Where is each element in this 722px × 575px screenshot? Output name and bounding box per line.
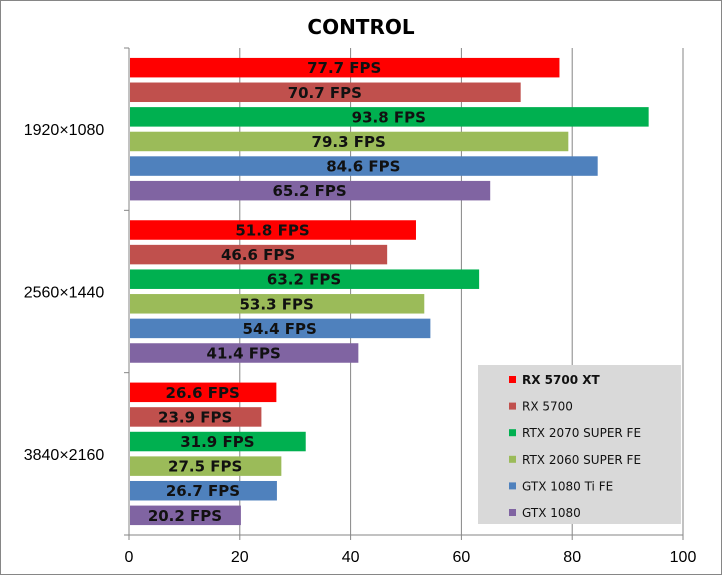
bar (130, 57, 560, 78)
data-label: 54.4 FPS (243, 320, 317, 338)
legend-swatch (509, 455, 516, 463)
category-label: 1920×1080 (24, 122, 105, 139)
x-tick-label: 20 (231, 549, 249, 566)
bar (130, 456, 282, 476)
bar (130, 343, 359, 363)
legend-swatch (509, 509, 516, 516)
bar (130, 156, 598, 176)
data-label: 20.2 FPS (148, 507, 222, 525)
data-label: 77.7 FPS (307, 59, 381, 77)
x-tick-label: 40 (342, 549, 360, 566)
bar (130, 382, 277, 403)
chart-title: CONTROL (307, 15, 414, 39)
bar (130, 294, 425, 314)
bar (130, 220, 416, 240)
x-tick-label: 60 (453, 549, 471, 566)
data-label: 65.2 FPS (272, 182, 346, 200)
x-tick-label: 80 (563, 549, 581, 566)
legend (478, 365, 681, 524)
bar (130, 180, 491, 201)
data-label: 63.2 FPS (267, 271, 341, 289)
bar (130, 107, 649, 127)
data-label: 84.6 FPS (326, 158, 400, 176)
category-label: 2560×1440 (24, 285, 105, 302)
legend-swatch (509, 376, 516, 383)
data-label: 79.3 FPS (312, 133, 386, 151)
legend-swatch (509, 429, 516, 437)
bar (130, 505, 241, 526)
bar (130, 82, 521, 103)
bar (130, 318, 431, 339)
bar (130, 431, 306, 452)
data-label: 31.9 FPS (180, 433, 254, 451)
bar (130, 269, 480, 289)
legend-label: RX 5700 (522, 400, 573, 414)
data-label: 26.6 FPS (166, 384, 240, 402)
bar (130, 244, 388, 265)
x-tick-label: 100 (670, 549, 697, 566)
legend-swatch (509, 402, 516, 410)
category-label: 3840×2160 (24, 447, 105, 464)
x-tick-label: 0 (125, 549, 134, 566)
data-label: 93.8 FPS (352, 108, 426, 126)
legend-label: RX 5700 XT (522, 373, 600, 387)
data-label: 70.7 FPS (288, 84, 362, 102)
data-label: 41.4 FPS (207, 345, 281, 363)
legend-label: RTX 2060 SUPER FE (522, 453, 641, 467)
data-label: 46.6 FPS (221, 246, 295, 264)
data-label: 51.8 FPS (235, 222, 309, 240)
bar (130, 407, 262, 427)
data-label: 53.3 FPS (240, 295, 314, 313)
legend-label: RTX 2070 SUPER FE (522, 426, 641, 440)
legend-label: GTX 1080 (522, 506, 581, 520)
legend-swatch (509, 482, 516, 490)
data-label: 23.9 FPS (158, 408, 232, 426)
data-label: 26.7 FPS (166, 482, 240, 500)
bar (130, 131, 569, 152)
legend-label: GTX 1080 Ti FE (522, 479, 613, 493)
bar (130, 480, 277, 501)
data-label: 27.5 FPS (168, 458, 242, 476)
